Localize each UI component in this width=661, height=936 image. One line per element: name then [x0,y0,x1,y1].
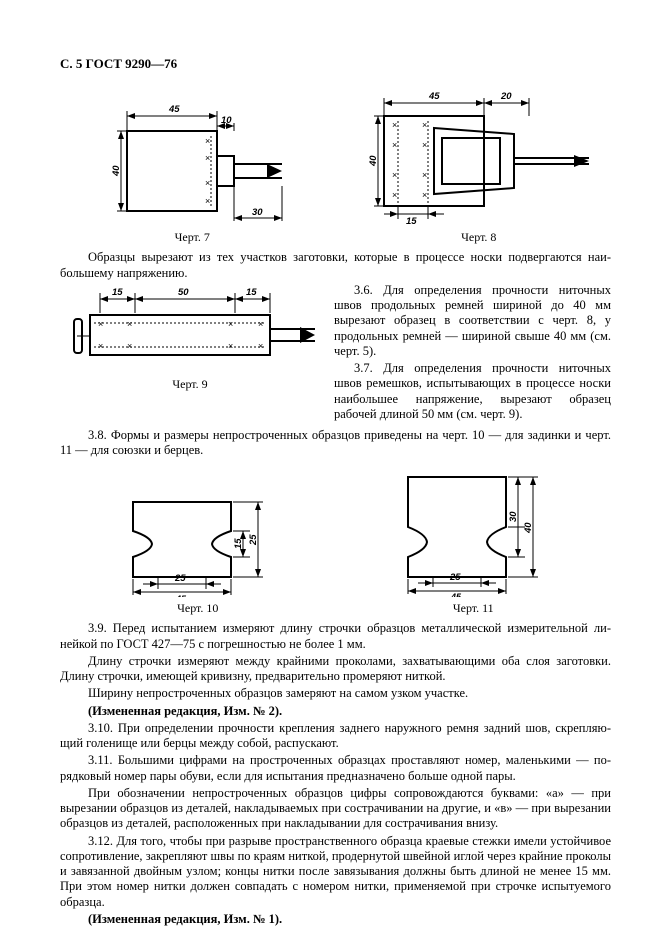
figure-11: 25 45 30 40 [388,467,558,616]
para-3-6: 3.6. Для определения прочности ниточных … [334,283,611,359]
svg-text:×: × [392,140,397,150]
svg-text:×: × [228,319,233,329]
figure-8-caption: Черт. 8 [347,230,611,245]
svg-text:25: 25 [248,533,259,545]
svg-text:40: 40 [368,155,379,167]
svg-text:×: × [392,190,397,200]
svg-text:×: × [422,140,427,150]
svg-text:×: × [422,190,427,200]
figure-10-svg: 25 45 15 25 [113,487,283,597]
svg-text:×: × [127,319,132,329]
para-samples-cut: Образцы вырезают из тех участков заготов… [60,250,611,281]
svg-text:30: 30 [508,510,519,521]
figure-8-svg: 45 20 × × × × × × × × [364,86,594,226]
svg-text:×: × [258,341,263,351]
para-3-11b: При обозначении непростроченных образцов… [60,786,611,832]
svg-text:45: 45 [168,104,180,115]
svg-text:×: × [205,153,210,163]
figure-9-svg: 15 50 15 × × × × × × × × [60,283,320,373]
svg-text:10: 10 [221,115,232,126]
para-3-7: 3.7. Для определения прочности ниточных … [334,361,611,422]
svg-text:×: × [422,170,427,180]
figure-7: 45 10 × × × × [60,96,324,245]
svg-text:×: × [98,341,103,351]
svg-text:×: × [205,196,210,206]
svg-text:15: 15 [406,216,417,226]
svg-text:15: 15 [246,287,257,298]
svg-text:×: × [258,319,263,329]
svg-text:×: × [392,170,397,180]
para-3-9b: Длину строчки измеряют между крайними пр… [60,654,611,685]
figure-10-caption: Черт. 10 [113,601,283,616]
svg-text:25: 25 [449,572,461,583]
svg-text:30: 30 [252,207,263,218]
amendment-1: (Измененная редакция, Изм. № 1). [60,912,611,927]
svg-text:40: 40 [111,165,122,177]
svg-text:45: 45 [450,592,462,597]
figure-10: 25 45 15 25 [113,487,283,616]
svg-text:×: × [392,120,397,130]
page-header: С. 5 ГОСТ 9290—76 [60,56,611,72]
amendment-2: (Измененная редакция, Изм. № 2). [60,704,611,719]
para-3-11a: 3.11. Большими цифрами на простроченных … [60,753,611,784]
svg-text:20: 20 [500,91,512,102]
svg-text:×: × [228,341,233,351]
svg-text:×: × [205,178,210,188]
svg-text:45: 45 [175,594,187,597]
para-3-9a: 3.9. Перед испытанием измеряют длину стр… [60,621,611,652]
svg-text:45: 45 [428,91,440,102]
svg-text:15: 15 [233,537,244,548]
para-3-10: 3.10. При определении прочности креплени… [60,721,611,752]
svg-text:×: × [127,341,132,351]
figure-9: 15 50 15 × × × × × × × × Черт. 9 [60,283,320,424]
figure-11-caption: Черт. 11 [388,601,558,616]
figure-7-caption: Черт. 7 [60,230,324,245]
figure-9-caption: Черт. 9 [60,377,320,392]
svg-text:15: 15 [112,287,123,298]
svg-text:×: × [205,136,210,146]
svg-text:25: 25 [174,573,186,584]
svg-text:40: 40 [523,521,534,533]
svg-text:×: × [98,319,103,329]
figure-7-svg: 45 10 × × × × [97,96,287,226]
svg-text:50: 50 [178,287,189,298]
svg-text:×: × [422,120,427,130]
para-3-12: 3.12. Для того, чтобы при разрыве простр… [60,834,611,910]
figure-8: 45 20 × × × × × × × × [347,86,611,245]
para-3-9c: Ширину непростроченных образцов замеряют… [60,686,611,701]
para-3-8: 3.8. Формы и размеры непростроченных обр… [60,428,611,459]
figure-11-svg: 25 45 30 40 [388,467,558,597]
